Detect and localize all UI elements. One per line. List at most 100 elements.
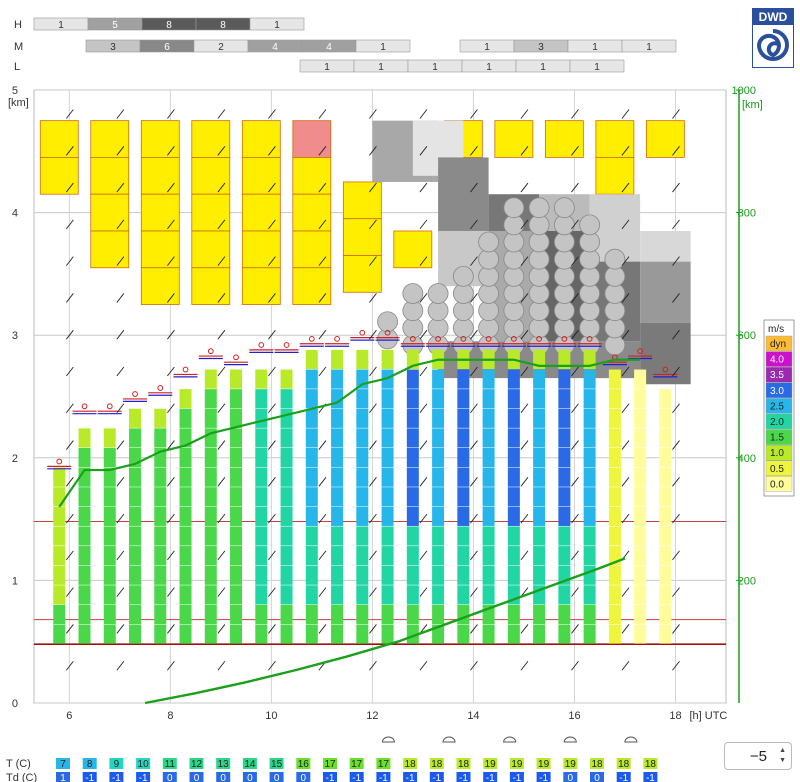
updraft-segment [78,447,91,468]
row-cell [616,772,631,782]
x-tick-label: 16 [568,710,580,722]
legend: m/s dyn 4.0 3.5 3.0 2.5 2.0 1.5 1.0 0.5 0.0 [763,319,795,497]
wind-barb [116,109,125,119]
updraft-segment [533,565,546,585]
wind-barb [369,146,377,156]
updraft-segment [634,408,647,428]
wind-barb [217,624,226,634]
updraft-segment [558,546,571,566]
wind-barb [66,366,74,377]
updraft-segment [78,585,91,605]
updraft-segment [103,467,116,487]
row-cell [216,772,231,782]
updraft-segment [381,604,394,625]
row-cell [82,772,97,782]
cloud-layer-box [595,120,635,158]
x-tick-label: 8 [167,710,173,722]
wind-barb [116,660,125,671]
wind-barb [268,256,276,266]
row-cell-value: 0 [301,773,307,782]
updraft-segment [583,506,596,526]
temperature-rows: T (C) 7 8 9 10 11 12 13 14 15 16 17 17 17 18 18 18 19 19 19… [6,758,658,782]
y2-axis-unit: [km] [742,99,763,111]
updraft-segment [356,565,369,585]
updraft-segment [381,428,394,448]
row-cell-value: 18 [591,759,603,770]
updraft-segment [179,408,192,428]
updraft-segment [482,526,495,546]
updraft-segment [103,565,116,585]
wind-barb [621,182,630,193]
cloudbase-marker [561,335,568,342]
updraft-segment [154,624,167,644]
updraft-segment [204,487,217,507]
cloudbase-marker [258,342,265,348]
updraft-segment [634,506,647,526]
updraft-segment [608,506,621,526]
row-cell [189,772,204,782]
cloudbase-marker [157,385,164,391]
row-cell [643,772,658,782]
updraft-segment [432,428,445,448]
row-cell [429,758,444,769]
updraft-segment [406,447,419,468]
updraft-segment [129,467,142,487]
row-cell-value: -1 [432,773,441,782]
offset-spinner[interactable]: −5 ▲ ▼ [724,742,792,770]
updraft-segment [129,526,142,546]
row-cell [349,772,364,782]
updraft-segment [331,487,344,507]
wind-barb [66,109,74,119]
updraft-segment [457,506,470,526]
wind-barb [672,109,680,119]
row-cell-value: 17 [324,759,336,770]
wind-barb [369,440,377,450]
updraft-segment [406,487,419,507]
y-tick-label: 5 [12,85,18,97]
cloud-layer-box [292,230,332,269]
wind-barb [217,587,226,597]
spinner-down-icon[interactable]: ▼ [779,757,786,764]
legend-label: 0.5 [770,464,784,475]
wind-barb [369,182,377,193]
updraft-segment [583,408,596,428]
wind-barb [116,256,125,266]
updraft-segment [507,369,520,389]
row-cell-value: 13 [218,759,230,770]
wind-barb [520,440,529,450]
cloud-cell-value: 8 [166,20,172,31]
wind-barb [672,624,680,634]
cloud-cell-value: 1 [484,42,490,53]
updraft-segment [482,408,495,428]
legend-label: 4.0 [770,355,784,366]
updraft-segment [179,526,192,546]
updraft-segment [356,487,369,507]
updraft-segment [406,624,419,644]
y2-tick-label: 1000 [732,85,756,97]
updraft-segment [103,487,116,507]
row-cell [162,758,177,769]
updraft-segment [230,467,243,487]
swirl-icon [756,29,789,61]
wind-barb [621,366,630,377]
wind-barb [470,182,478,193]
updraft-segment [280,585,293,605]
wind-barb [419,146,428,156]
updraft-segment [533,506,546,526]
updraft-segment [78,604,91,625]
updraft-segment [406,604,419,625]
cloud-layer-box [342,255,382,293]
spinner-up-icon[interactable]: ▲ [779,747,786,754]
updraft-segment [204,526,217,546]
updraft-segment [457,408,470,428]
wind-barb [116,587,125,597]
row-cell [109,758,124,769]
updraft-segment [53,546,66,566]
updraft-segment [53,604,66,625]
updraft-segment [558,369,571,389]
updraft-segment [507,604,520,625]
wind-barb [672,146,680,156]
wind-barb [419,109,428,119]
row-cell-value: 9 [114,759,120,770]
